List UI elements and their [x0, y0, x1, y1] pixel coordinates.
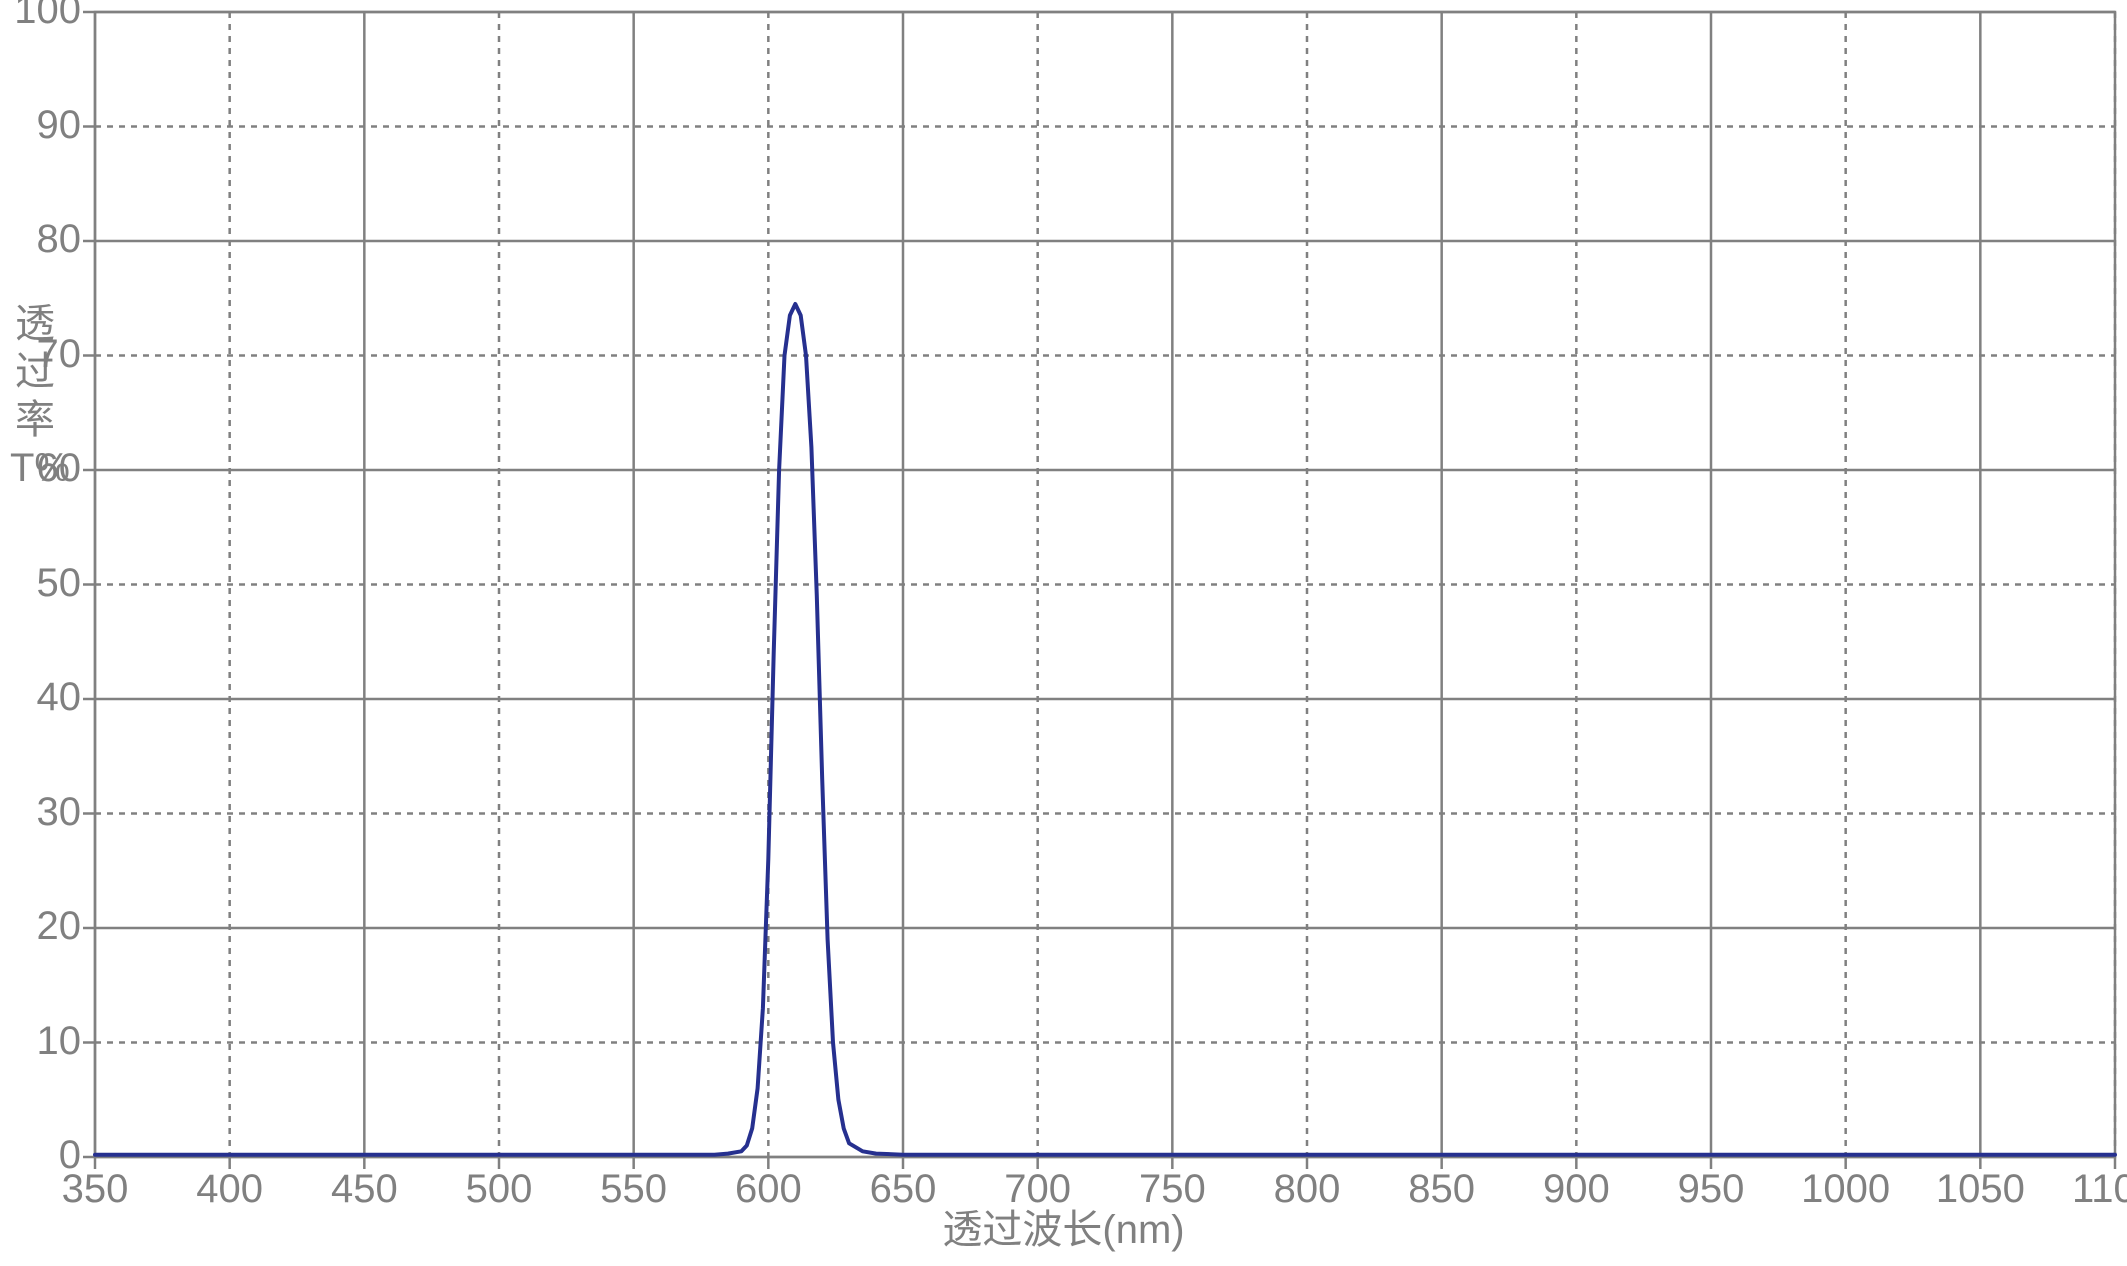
y-tick-label: 30 — [37, 790, 82, 835]
y-tick-label: 80 — [37, 217, 82, 262]
x-tick-label: 550 — [584, 1167, 684, 1212]
y-tick-label: 90 — [37, 103, 82, 148]
y-tick-label: 100 — [14, 0, 81, 33]
transmittance-chart: 透过率T% 透过波长(nm) 3504004505005506006507007… — [0, 0, 2127, 1261]
y-tick-label: 20 — [37, 904, 82, 949]
x-tick-label: 1100 — [2065, 1167, 2127, 1212]
x-tick-label: 650 — [853, 1167, 953, 1212]
x-tick-label: 800 — [1257, 1167, 1357, 1212]
x-tick-label: 1000 — [1796, 1167, 1896, 1212]
y-tick-label: 60 — [37, 446, 82, 491]
x-tick-label: 850 — [1392, 1167, 1492, 1212]
chart-svg — [0, 0, 2127, 1261]
x-tick-label: 450 — [314, 1167, 414, 1212]
y-axis-label-char: 率 — [10, 396, 60, 444]
x-tick-label: 700 — [988, 1167, 1088, 1212]
y-tick-label: 10 — [37, 1019, 82, 1064]
x-tick-label: 500 — [449, 1167, 549, 1212]
x-tick-label: 900 — [1526, 1167, 1626, 1212]
x-tick-label: 950 — [1661, 1167, 1761, 1212]
y-tick-label: 50 — [37, 561, 82, 606]
y-tick-label: 70 — [37, 332, 82, 377]
x-tick-label: 400 — [180, 1167, 280, 1212]
x-tick-label: 1050 — [1930, 1167, 2030, 1212]
y-tick-label: 0 — [59, 1133, 81, 1178]
y-tick-label: 40 — [37, 675, 82, 720]
x-tick-label: 600 — [718, 1167, 818, 1212]
x-axis-label-text: 透过波长(nm) — [942, 1208, 1184, 1252]
x-tick-label: 750 — [1122, 1167, 1222, 1212]
